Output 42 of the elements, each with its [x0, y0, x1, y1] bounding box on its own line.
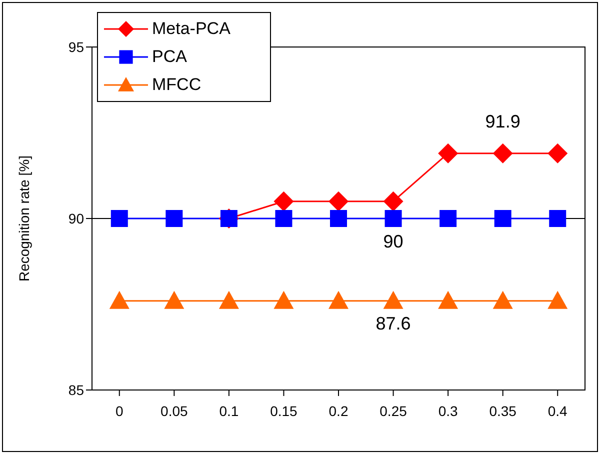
x-tick-label: 0.15	[270, 402, 298, 419]
legend-label: PCA	[152, 47, 187, 67]
x-tick-label: 0.25	[380, 402, 408, 419]
y-tick-label: 90	[68, 210, 84, 226]
y-axis-title: Recognition rate [%]	[16, 155, 32, 282]
point	[330, 210, 347, 227]
x-tick-label: 0	[115, 402, 124, 419]
annotation: 90	[383, 231, 404, 252]
point	[549, 210, 566, 227]
legend-label: MFCC	[152, 75, 202, 95]
point	[440, 210, 457, 227]
legend-label: Meta-PCA	[152, 19, 230, 39]
point	[492, 143, 513, 164]
point	[274, 290, 294, 309]
point	[166, 210, 183, 227]
x-tick-label: 0.35	[489, 402, 517, 419]
x-tick-label: 0.05	[160, 402, 188, 419]
point	[494, 210, 512, 227]
point	[110, 210, 128, 227]
point	[275, 210, 292, 227]
x-tick-label: 0.1	[219, 402, 239, 419]
y-tick-label: 85	[68, 382, 84, 398]
point	[438, 143, 458, 164]
point	[164, 290, 184, 309]
point	[548, 290, 568, 309]
point	[218, 290, 239, 309]
point	[328, 290, 348, 309]
point	[548, 143, 568, 164]
x-tick-label: 0.3	[438, 402, 458, 419]
y-tick-label: 95	[68, 38, 84, 55]
point	[274, 191, 294, 212]
point	[438, 290, 458, 309]
x-tick-label: 0.2	[328, 402, 348, 419]
point	[109, 290, 130, 309]
point	[384, 210, 402, 227]
x-tick-label: 0.4	[548, 402, 568, 419]
point	[383, 290, 404, 309]
point	[492, 290, 513, 309]
point	[383, 191, 404, 212]
annotation: 87.6	[376, 314, 411, 334]
point	[328, 191, 348, 212]
annotation: 91.9	[485, 111, 520, 132]
